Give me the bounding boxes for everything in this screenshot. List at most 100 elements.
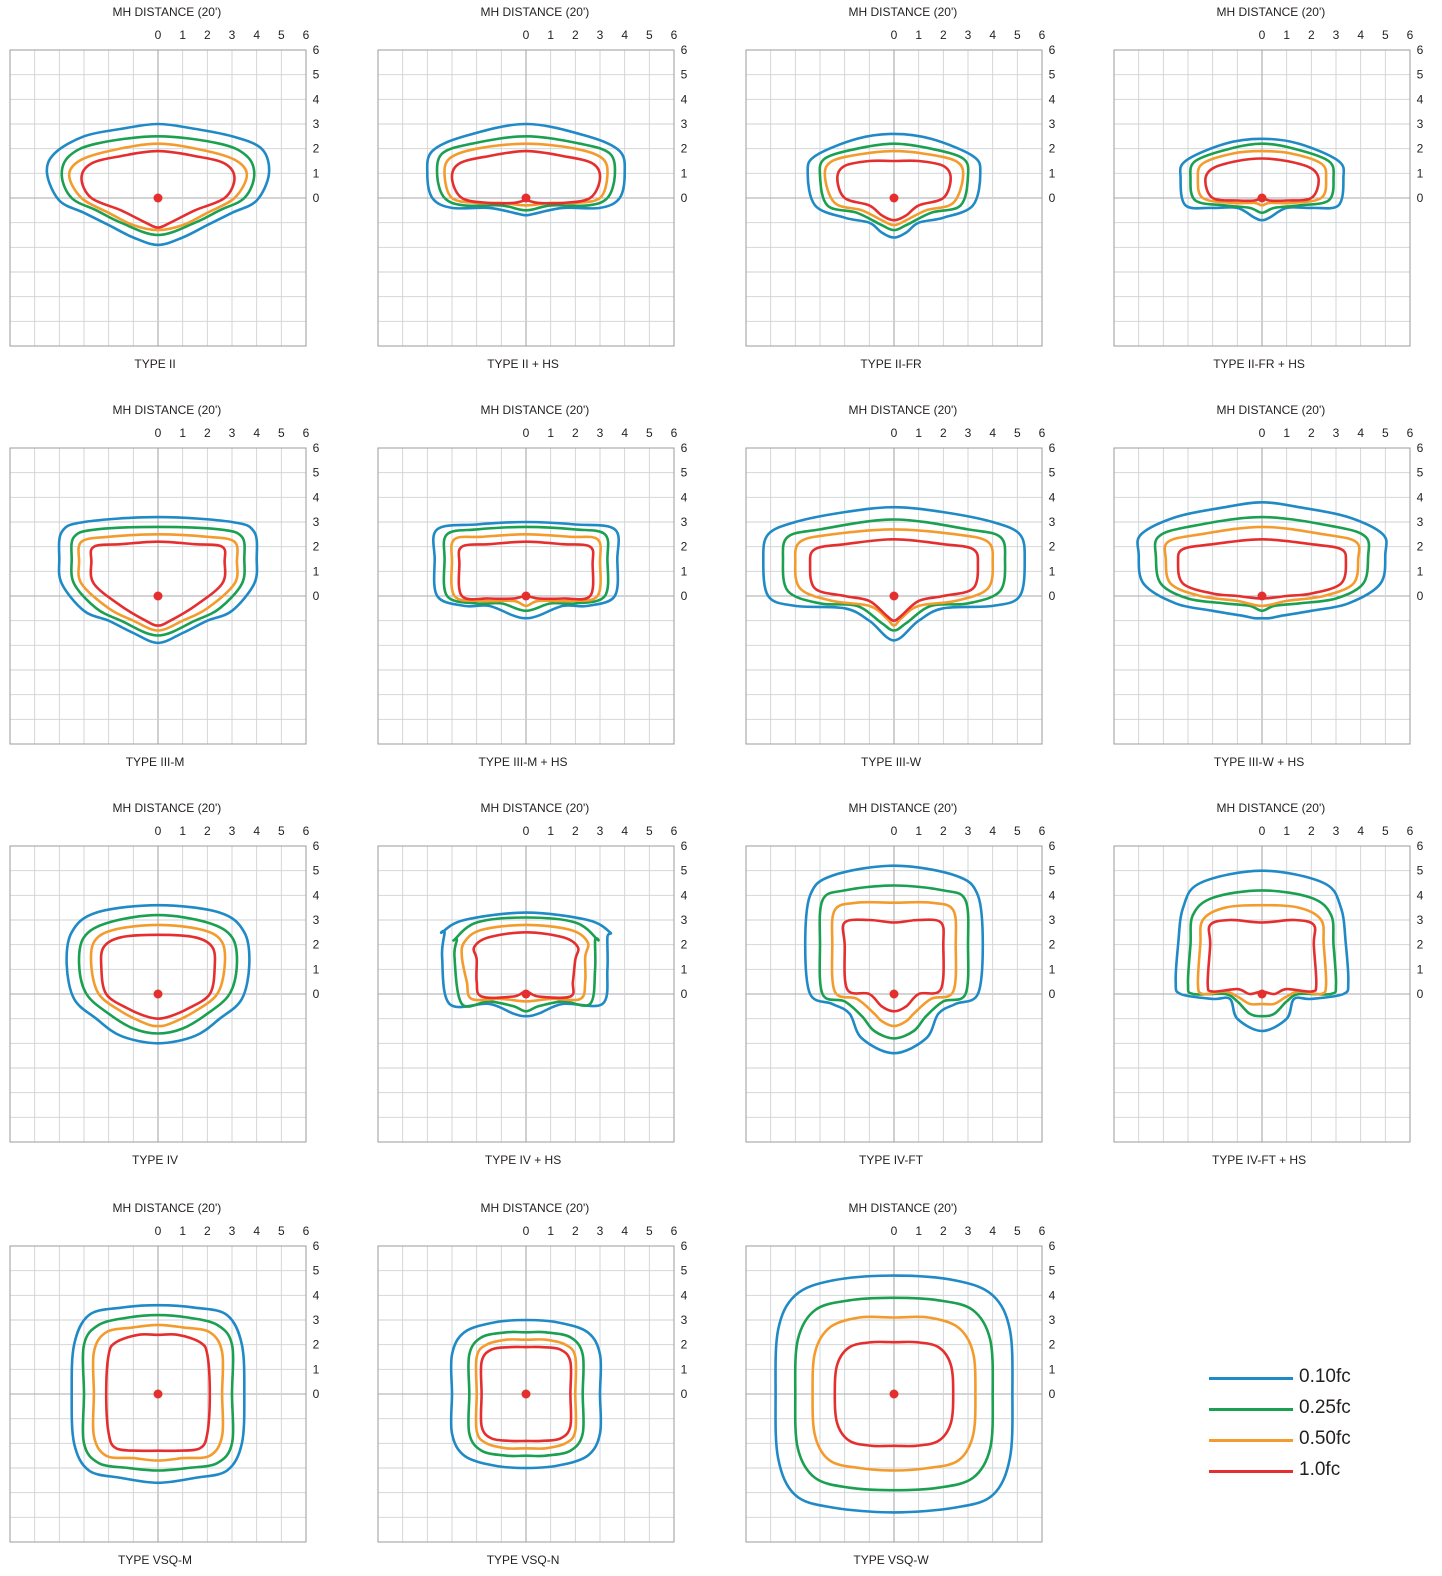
y-tick-label: 0 (681, 589, 688, 603)
contour-0.10fc (761, 505, 1027, 642)
plot-frame (377, 49, 675, 347)
contour-1.0fc (450, 149, 602, 205)
plot-title: TYPE VSQ-M (118, 1553, 192, 1567)
contour-0.25fc (70, 525, 246, 637)
x-tick-label: 2 (572, 28, 579, 42)
grid (9, 49, 307, 347)
x-tick-label: 5 (646, 824, 653, 838)
plot-title: TYPE III-M (126, 755, 185, 769)
y-tick-label: 5 (1049, 68, 1056, 82)
y-tick-label: 1 (681, 962, 688, 976)
luminaire-dot (1257, 989, 1267, 999)
top-axis-label: MH DISTANCE (20') (849, 1201, 958, 1215)
plot-panel: MH DISTANCE (20') 0 1 2 3 4 5 6 6 5 4 3 2 1 0 TYPE IV-F… (745, 796, 1086, 1176)
x-tick-label: 2 (1308, 426, 1315, 440)
x-tick-label: 0 (155, 426, 162, 440)
x-tick-label: 1 (547, 426, 554, 440)
plot-panel: MH DISTANCE (20') 0 1 2 3 4 5 6 6 5 4 3 2 1 0 TYPE III-… (745, 398, 1086, 778)
contour-1.0fc (841, 918, 945, 1013)
plot-frame (1113, 845, 1411, 1143)
legend-label: 0.25fc (1299, 1397, 1351, 1418)
plot-frame (377, 1245, 675, 1543)
legend-swatch (1209, 1439, 1293, 1442)
x-tick-label: 1 (547, 28, 554, 42)
x-tick-label: 5 (1382, 824, 1389, 838)
y-tick-label: 0 (313, 191, 320, 205)
x-tick-label: 6 (1407, 426, 1414, 440)
x-tick-label: 5 (646, 426, 653, 440)
x-tick-label: 0 (523, 426, 530, 440)
contour-0.50fc (811, 1315, 977, 1472)
grid (377, 845, 675, 1143)
contour-0.25fc (81, 1313, 235, 1472)
x-tick-label: 0 (891, 1224, 898, 1238)
y-tick-label: 5 (681, 1264, 688, 1278)
y-tick-label: 6 (313, 441, 320, 455)
y-tick-label: 2 (681, 142, 688, 156)
contour-0.50fc (77, 533, 239, 632)
plot-svg: MH DISTANCE (20') 0 1 2 3 4 5 66 5 4 3 2 1 0 TYPE II +… (377, 5, 688, 371)
x-tick-label: 3 (1333, 28, 1340, 42)
y-tick-label: 0 (313, 987, 320, 1001)
luminaire-dot (889, 591, 899, 601)
x-tick-label: 6 (1039, 426, 1046, 440)
y-tick-label: 1 (1417, 962, 1424, 976)
y-tick-label: 1 (681, 166, 688, 180)
x-tick-label: 3 (597, 1224, 604, 1238)
contour-0.10fc (45, 122, 271, 247)
plot-title: TYPE III-M + HS (479, 755, 568, 769)
top-axis-label: MH DISTANCE (20') (849, 801, 958, 815)
plot-frame (1113, 49, 1411, 347)
top-axis-label: MH DISTANCE (20') (1217, 5, 1326, 19)
x-tick-label: 1 (915, 28, 922, 42)
plot-title: TYPE III-W + HS (1214, 755, 1304, 769)
y-tick-label: 0 (681, 1387, 688, 1401)
x-tick-label: 0 (523, 824, 530, 838)
y-tick-label: 6 (681, 839, 688, 853)
contour-0.50fc (474, 1338, 578, 1450)
contour-0.50fc (830, 900, 958, 1028)
x-tick-label: 5 (646, 1224, 653, 1238)
top-axis-label: MH DISTANCE (20') (113, 801, 222, 815)
x-tick-label: 6 (671, 824, 678, 838)
x-tick-label: 5 (1382, 426, 1389, 440)
plot-title: TYPE II-FR + HS (1213, 357, 1305, 371)
y-tick-label: 2 (1049, 540, 1056, 554)
contour-0.10fc (806, 132, 982, 239)
plot-panel: MH DISTANCE (20') 0 1 2 3 4 5 6 6 5 4 3 2 1 0 TYPE IV-F… (1113, 796, 1442, 1176)
y-tick-label: 3 (1049, 117, 1056, 131)
luminaire-dot (153, 193, 163, 203)
plot-title: TYPE VSQ-W (853, 1553, 929, 1567)
y-tick-label: 6 (681, 1239, 688, 1253)
x-tick-label: 1 (1283, 28, 1290, 42)
contour-0.25fc (1153, 515, 1371, 613)
top-axis-label: MH DISTANCE (20') (113, 403, 222, 417)
x-tick-label: 0 (891, 426, 898, 440)
x-tick-label: 2 (940, 426, 947, 440)
legend-swatch (1209, 1470, 1293, 1473)
contour-0.25fc (77, 913, 239, 1035)
legend-item-0.25fc: 0.25fc (1205, 1395, 1405, 1426)
y-tick-label: 4 (1049, 490, 1056, 504)
y-tick-label: 6 (1049, 43, 1056, 57)
contour-0.25fc (467, 1330, 585, 1458)
x-tick-label: 4 (1357, 824, 1364, 838)
contour-0.25fc (793, 1296, 995, 1492)
y-tick-label: 4 (1049, 888, 1056, 902)
y-tick-label: 0 (1417, 191, 1424, 205)
y-tick-label: 2 (681, 540, 688, 554)
x-tick-label: 4 (253, 1224, 260, 1238)
luminaire-dot (521, 989, 531, 999)
y-tick-label: 1 (1417, 564, 1424, 578)
y-tick-label: 3 (1417, 117, 1424, 131)
grid (9, 1245, 307, 1543)
top-axis-label: MH DISTANCE (20') (849, 5, 958, 19)
x-tick-label: 3 (965, 28, 972, 42)
legend-item-0.10fc: 0.10fc (1205, 1364, 1405, 1395)
luminaire-dot (521, 193, 531, 203)
plot-svg: MH DISTANCE (20') 0 1 2 3 4 5 66 5 4 3 2 1 0 TYPE IV-F… (745, 801, 1056, 1167)
y-tick-label: 3 (313, 117, 320, 131)
plot-panel: MH DISTANCE (20') 0 1 2 3 4 5 6 6 5 4 3 2 1 0 TYPE VSQ-… (9, 1196, 350, 1576)
plot-panel: MH DISTANCE (20') 0 1 2 3 4 5 6 6 5 4 3 2 1 0 TYPE III-… (9, 398, 350, 778)
y-tick-label: 1 (1049, 166, 1056, 180)
